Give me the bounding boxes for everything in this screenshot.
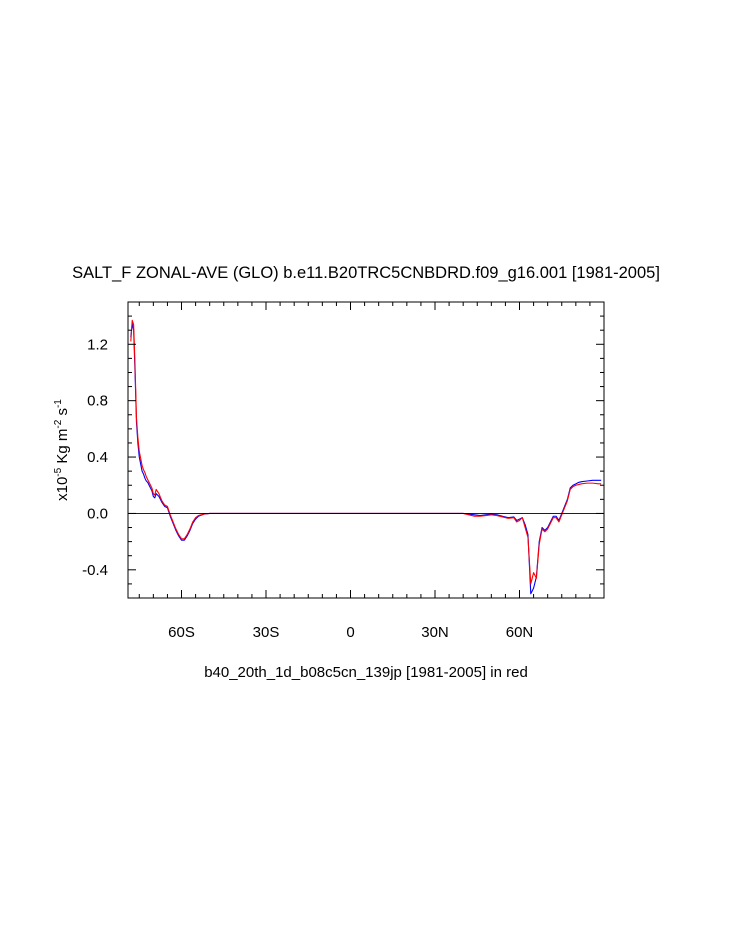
ticks-layer	[128, 301, 605, 599]
y-axis-label-prefix: x10	[54, 477, 71, 501]
series-line-red	[130, 319, 602, 585]
y-tick-label: 0.0	[87, 505, 108, 522]
chart-title: SALT_F ZONAL-AVE (GLO) b.e11.B20TRC5CNBD…	[72, 264, 660, 282]
x-tick-label: 60N	[506, 624, 534, 641]
y-axis-label-unit-main: Kg m	[54, 429, 71, 468]
y-tick-label: 0.8	[87, 393, 108, 410]
x-tick-label: 30N	[421, 624, 449, 641]
series-layer	[130, 319, 602, 595]
y-axis-label-unit-exp2: -1	[53, 399, 64, 408]
y-axis-label-unit-mid: s	[54, 408, 71, 420]
y-axis-label: x10-5 Kg m-2 s-1	[53, 399, 71, 501]
series-line-blue	[130, 322, 602, 595]
x-tick-label: 30S	[253, 624, 280, 641]
y-tick-label: -0.4	[82, 562, 108, 579]
y-axis-label-unit-exp1: -2	[53, 419, 64, 428]
x-tick-label: 60S	[168, 624, 195, 641]
tick-labels-layer: 60S 30S 0 30N 60N -0.4 0.0 0.4 0.8 1.2	[82, 336, 533, 641]
x-tick-label: 0	[346, 624, 354, 641]
plot-frame	[127, 301, 605, 599]
y-tick-label: 0.4	[87, 449, 108, 466]
y-tick-label: 1.2	[87, 336, 108, 353]
y-axis-label-exponent: -5	[53, 467, 64, 476]
x-axis-label: b40_20th_1d_b08c5cn_139jp [1981-2005] in…	[204, 664, 528, 681]
